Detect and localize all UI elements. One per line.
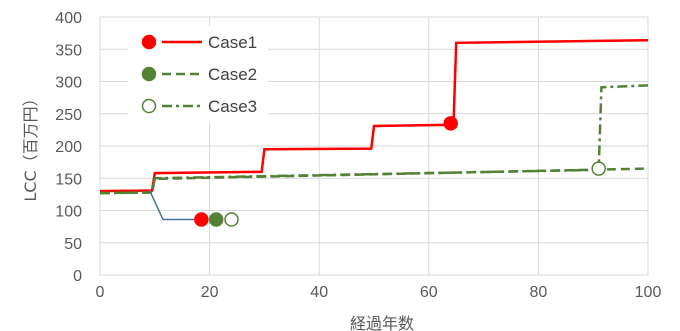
series-lines (99, 38, 649, 221)
x-tick-label: 100 (635, 284, 662, 301)
x-tick-label: 60 (420, 284, 438, 301)
drop-series-line (148, 189, 196, 221)
legend: Case1 Case2 Case3 (128, 26, 268, 122)
x-tick-label: 0 (96, 284, 105, 301)
case2-legend-marker (141, 66, 157, 82)
x-tick-label: 20 (201, 284, 219, 301)
tick-labels: 0 50 100 150 200 250 300 350 400 0 20 40 60 80 100 (55, 10, 661, 301)
y-tick-label: 0 (73, 268, 82, 285)
case3-legend-label: Case3 (208, 97, 257, 116)
case1-point-marker (194, 212, 209, 227)
case3-legend-marker (141, 98, 157, 114)
x-tick-label: 80 (530, 284, 548, 301)
case1-legend-marker (141, 34, 157, 50)
y-tick-label: 50 (64, 236, 82, 253)
y-tick-label: 100 (55, 204, 82, 221)
data-markers (194, 116, 606, 227)
y-axis-title: LCC（百万円） (21, 90, 40, 201)
y-tick-label: 150 (55, 171, 82, 188)
case2-point-marker (208, 212, 224, 227)
case2-legend-label: Case2 (208, 65, 257, 84)
y-tick-label: 350 (55, 42, 82, 59)
y-tick-label: 300 (55, 75, 82, 92)
x-tick-label: 40 (310, 284, 328, 301)
case3-marker (591, 161, 606, 176)
case1-marker (443, 116, 458, 131)
y-tick-label: 250 (55, 107, 82, 124)
case1-legend-label: Case1 (208, 33, 257, 52)
y-tick-label: 400 (55, 10, 82, 27)
case3-series-line (99, 84, 649, 195)
case3-point-marker (224, 212, 239, 227)
x-axis-title: 経過年数 (350, 314, 414, 331)
y-tick-label: 200 (55, 139, 82, 156)
